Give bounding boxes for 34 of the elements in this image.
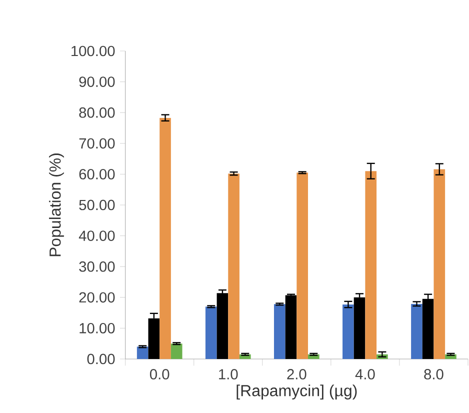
x-axis-title: [Rapamycin] (µg) (236, 384, 357, 400)
bar (365, 171, 377, 359)
x-tick-label: 8.0 (424, 369, 444, 380)
y-tick-label: 80.00 (79, 107, 115, 118)
bar (274, 304, 286, 359)
bar (354, 297, 366, 359)
y-tick-label: 50.00 (79, 200, 115, 210)
y-tick-label: 0.00 (87, 354, 115, 364)
y-tick-label: 60.00 (79, 169, 115, 180)
x-tick-label: 1.0 (219, 369, 238, 380)
x-tick-label: 0.0 (150, 369, 170, 380)
bar (342, 304, 354, 359)
y-tick-label: 30.00 (79, 261, 115, 272)
y-tick-label: 90.00 (79, 76, 115, 87)
y-tick-label: 100.00 (72, 46, 115, 56)
bar (434, 169, 446, 359)
bar (411, 304, 422, 359)
y-axis-title: Population (%) (49, 154, 64, 256)
x-tick-label: 2.0 (287, 369, 306, 380)
y-tick-label: 10.00 (80, 323, 115, 334)
y-tick-label: 40.00 (78, 230, 115, 241)
bar (216, 293, 228, 359)
bar (148, 318, 160, 359)
bar (422, 298, 434, 359)
bar (296, 172, 308, 359)
bar (285, 295, 297, 359)
bar (160, 118, 171, 359)
bar (228, 174, 240, 359)
y-tick-label: 70.00 (79, 138, 115, 149)
x-tick-label: 4.0 (355, 369, 375, 380)
bar (205, 306, 217, 359)
y-tick-label: 20.00 (79, 292, 115, 303)
bar (136, 346, 148, 359)
bar (170, 344, 182, 359)
